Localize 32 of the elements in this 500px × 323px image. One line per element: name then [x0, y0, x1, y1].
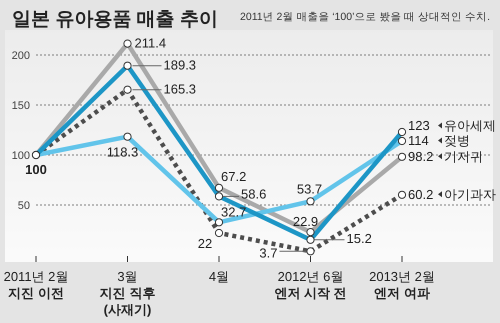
- data-label: 123: [408, 118, 430, 133]
- x-tick-label: 3월 지진 직후 (사재기): [100, 269, 156, 317]
- data-label: 15.2: [346, 230, 372, 246]
- data-label: 189.3: [164, 58, 196, 73]
- data-label: 22: [198, 236, 212, 251]
- y-tick-label: 150: [12, 100, 30, 112]
- text: 기저귀: [444, 148, 483, 164]
- x-tick-label: 4월: [208, 269, 230, 284]
- data-label: 58.6: [241, 186, 266, 202]
- data-label: 32.7: [221, 204, 246, 220]
- x-tick-label: 2011년 2월 지진 이전: [4, 269, 68, 300]
- y-tick-label: 50: [18, 200, 30, 212]
- data-label: 67.2: [221, 168, 246, 184]
- data-label: 3.7: [259, 245, 278, 260]
- data-label: 118.3: [106, 144, 138, 160]
- data-label: 165.3: [164, 82, 196, 97]
- text: 아기과자: [444, 186, 496, 202]
- x-tick-label: 2013년 2월 엔저 여파: [369, 269, 435, 300]
- text: 젖병: [444, 133, 470, 148]
- data-label: 98.2: [408, 148, 434, 164]
- data-label: 211.4: [134, 36, 166, 51]
- data-label: 100: [25, 162, 47, 177]
- y-tick-label: 100: [12, 150, 30, 162]
- y-tick-label: 200: [12, 50, 30, 62]
- chart-subtitle: 2011년 2월 매출을 ‘100’으로 봤을 때 상대적인 수치.: [240, 11, 490, 23]
- text: 유아세제: [444, 118, 496, 133]
- data-label: 22.9: [292, 214, 318, 230]
- data-label: 53.7: [296, 181, 322, 196]
- data-label: 114: [408, 133, 429, 148]
- data-label: 60.2: [408, 186, 434, 202]
- chart-title: 일본 유아용품 매출 추이: [12, 9, 218, 30]
- x-tick-label: 2012년 6월 엔저 시작 전: [274, 269, 347, 300]
